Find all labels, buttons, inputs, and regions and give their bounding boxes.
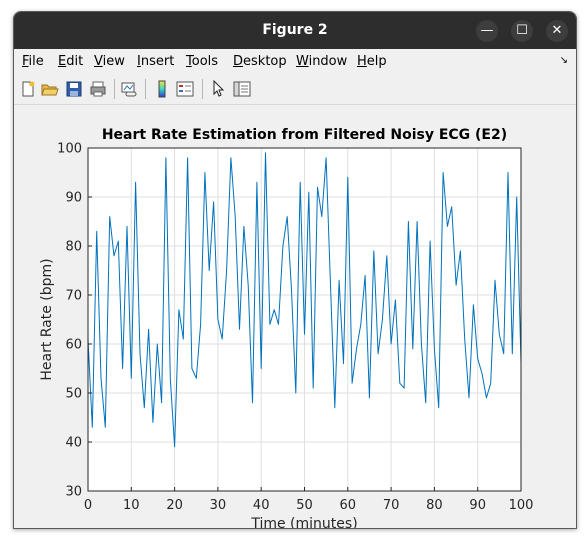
insert-colorbar-icon[interactable] <box>153 80 171 98</box>
figure-window: Figure 2 — ☐ ✕ File Edit View Insert Too… <box>13 11 577 529</box>
y-tick-label: 50 <box>65 387 82 402</box>
y-tick-label: 30 <box>65 485 82 500</box>
x-tick-label: 100 <box>509 498 534 513</box>
x-tick-label: 0 <box>84 498 92 513</box>
menu-view[interactable]: View <box>94 54 125 69</box>
menu-help[interactable]: Help <box>357 54 387 69</box>
title-bar[interactable]: Figure 2 — ☐ ✕ <box>14 12 576 49</box>
y-tick-label: 70 <box>65 289 82 304</box>
y-tick-label: 80 <box>65 240 82 255</box>
toolbar-separator <box>202 79 203 99</box>
axis-ticks: 0 10 20 30 40 50 60 70 80 90 100 30 40 50 60 70 80 90 100 <box>57 142 533 514</box>
x-tick-label: 90 <box>469 498 486 513</box>
menu-insert[interactable]: Insert <box>137 54 175 69</box>
toolbar-separator <box>145 79 146 99</box>
toolbar-separator <box>114 79 115 99</box>
figure-toolbar <box>14 74 576 105</box>
link-plot-icon[interactable] <box>120 80 138 98</box>
x-tick-label: 10 <box>123 498 140 513</box>
minimize-button[interactable]: — <box>476 20 498 42</box>
menu-file[interactable]: File <box>22 54 44 69</box>
new-figure-icon[interactable] <box>19 80 37 98</box>
save-icon[interactable] <box>65 80 83 98</box>
menu-bar: File Edit View Insert Tools Desktop Wind… <box>14 49 576 74</box>
x-tick-label: 80 <box>426 498 443 513</box>
x-tick-label: 50 <box>296 498 313 513</box>
menu-desktop[interactable]: Desktop <box>233 54 287 69</box>
x-tick-label: 70 <box>383 498 400 513</box>
heart-rate-series-line <box>87 152 522 448</box>
x-tick-label: 40 <box>253 498 270 513</box>
y-tick-label: 90 <box>65 191 82 206</box>
y-tick-label: 60 <box>65 338 82 353</box>
property-inspector-icon[interactable] <box>233 80 251 98</box>
x-tick-label: 20 <box>166 498 183 513</box>
open-file-icon[interactable] <box>41 80 59 98</box>
edit-plot-icon[interactable] <box>210 80 228 98</box>
menu-tools[interactable]: Tools <box>186 54 219 69</box>
insert-legend-icon[interactable] <box>176 80 194 98</box>
maximize-button[interactable]: ☐ <box>511 20 533 42</box>
x-tick-label: 30 <box>210 498 227 513</box>
figure-canvas: 0 10 20 30 40 50 60 70 80 90 100 30 40 50 60 70 80 90 100 … <box>14 105 576 528</box>
heart-rate-chart[interactable]: 0 10 20 30 40 50 60 70 80 90 10030405060708090100 … <box>14 105 576 528</box>
chart-title: Heart Rate Estimation from Filtered Nois… <box>102 127 507 143</box>
menu-edit[interactable]: Edit <box>58 54 84 69</box>
y-axis-label: Heart Rate (bpm) <box>39 258 55 380</box>
print-icon[interactable] <box>89 80 107 98</box>
x-tick-label: 60 <box>340 498 357 513</box>
y-tick-label: 40 <box>65 436 82 451</box>
window-title: Figure 2 <box>262 22 328 38</box>
dock-figure-icon[interactable]: ↘ <box>559 55 568 66</box>
close-button[interactable]: ✕ <box>546 20 568 42</box>
menu-window[interactable]: Window <box>296 54 348 69</box>
y-tick-label: 100 <box>57 142 82 157</box>
x-axis-label: Time (minutes) <box>250 516 357 528</box>
